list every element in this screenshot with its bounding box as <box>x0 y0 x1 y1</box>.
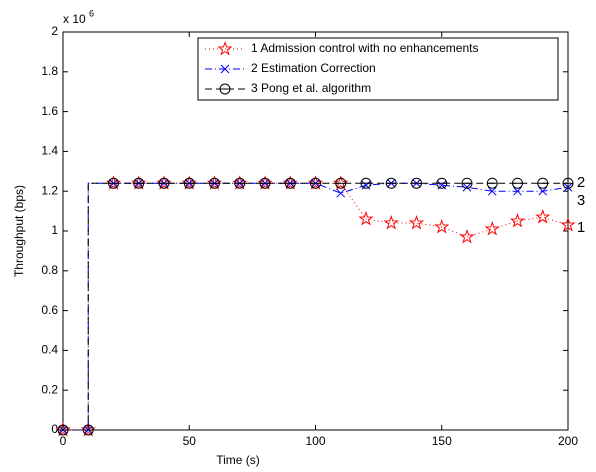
marker-x <box>538 186 548 196</box>
marker-circle <box>209 177 221 189</box>
y-tick-label: 0.4 <box>41 343 58 357</box>
marker-star <box>408 215 425 230</box>
series-annotation: 1 <box>577 219 585 236</box>
y-tick-label: 1.8 <box>41 64 58 78</box>
y-tick-label: 0.6 <box>41 303 58 317</box>
y-tick-label: 1.4 <box>41 144 58 158</box>
marker-circle <box>411 177 423 189</box>
marker-star <box>459 228 475 244</box>
y-multiplier-base: x 10 <box>63 12 86 26</box>
marker-star <box>535 209 551 224</box>
marker-circle <box>335 177 347 189</box>
legend-label: 1 Admission control with no enhancements <box>251 41 478 55</box>
x-tick-label: 50 <box>183 434 197 448</box>
marker-star <box>358 211 374 226</box>
x-tick-label: 100 <box>305 434 325 448</box>
series-line <box>63 182 568 431</box>
marker-x <box>487 186 497 196</box>
marker-circle <box>310 177 322 189</box>
marker-star <box>434 218 450 234</box>
marker-circle <box>512 177 524 189</box>
marker-circle <box>259 177 271 189</box>
marker-circle <box>284 177 296 189</box>
x-tick-label: 150 <box>432 434 452 448</box>
y-axis-label: Throughput (bps) <box>12 185 26 277</box>
marker-star <box>484 220 500 236</box>
legend-label: 2 Estimation Correction <box>251 61 376 75</box>
y-multiplier-exponent: 6 <box>89 8 94 18</box>
marker-circle <box>57 424 69 436</box>
marker-x <box>462 182 472 192</box>
marker-circle <box>158 177 170 189</box>
x-axis-label: Time (s) <box>216 453 260 467</box>
marker-star <box>383 215 399 230</box>
y-tick-label: 1.6 <box>41 104 58 118</box>
y-tick-label: 0 <box>51 422 58 436</box>
legend-marker <box>219 83 231 95</box>
marker-circle <box>562 177 574 189</box>
marker-circle <box>133 177 145 189</box>
series-annotation: 2 <box>577 174 585 191</box>
marker-circle <box>234 177 246 189</box>
legend-marker <box>220 64 230 74</box>
marker-circle <box>486 177 498 189</box>
legend-label: 3 Pong et al. algorithm <box>251 81 371 95</box>
y-tick-label: 1.2 <box>41 183 58 197</box>
marker-circle <box>108 177 120 189</box>
marker-star <box>509 213 526 228</box>
marker-circle <box>360 177 372 189</box>
marker-circle <box>461 177 473 189</box>
y-tick-label: 2 <box>51 24 58 38</box>
marker-star <box>560 217 576 232</box>
legend-box <box>197 37 559 101</box>
marker-x <box>336 188 346 198</box>
marker-circle <box>537 177 549 189</box>
series-annotation: 3 <box>577 192 585 209</box>
y-tick-label: 0.2 <box>41 382 58 396</box>
marker-circle <box>436 177 448 189</box>
marker-x <box>563 182 573 192</box>
marker-circle <box>183 177 195 189</box>
marker-circle <box>385 177 397 189</box>
x-tick-label: 0 <box>60 434 67 448</box>
legend-marker <box>217 40 233 56</box>
x-tick-label: 200 <box>558 434 578 448</box>
marker-x <box>513 186 522 196</box>
y-tick-label: 0.8 <box>41 263 58 277</box>
y-tick-label: 1 <box>51 223 58 237</box>
marker-circle <box>82 424 94 436</box>
